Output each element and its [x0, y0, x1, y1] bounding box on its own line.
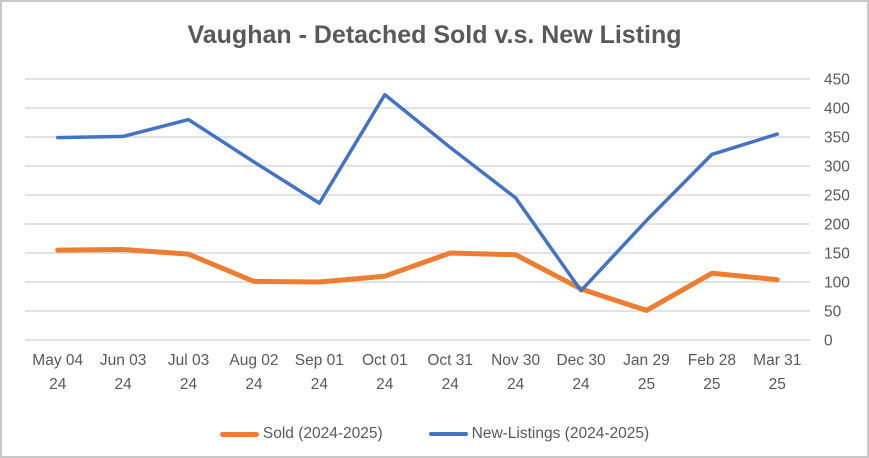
- x-axis-tick-label: Mar 31 25: [753, 352, 801, 393]
- x-axis-tick-label: May 04 24: [32, 352, 83, 393]
- new-listings-legend-label: New-Listings (2024-2025): [471, 425, 650, 442]
- x-axis-tick-label: Oct 31 24: [427, 352, 473, 393]
- sold-legend-swatch: [219, 431, 259, 437]
- y-axis-tick-label: 100: [824, 275, 850, 292]
- x-axis-tick-label: Jun 03 24: [100, 352, 147, 393]
- y-axis-tick-label: 350: [824, 130, 850, 147]
- x-axis-tick-label: Oct 01 24: [362, 352, 408, 393]
- chart-title: Vaughan - Detached Sold v.s. New Listing: [187, 21, 682, 49]
- y-axis-tick-label: 200: [824, 217, 850, 234]
- y-axis-tick-label: 400: [824, 101, 850, 118]
- x-axis-tick-label: Dec 30 24: [556, 352, 605, 393]
- new-listings-legend-swatch: [428, 432, 468, 436]
- y-axis-tick-label: 150: [824, 246, 850, 263]
- legend: Sold (2024-2025) New-Listings (2024-2025…: [2, 425, 867, 443]
- y-axis-tick-label: 250: [824, 188, 850, 205]
- y-axis-tick-label: 300: [824, 159, 850, 176]
- y-axis-tick-label: 50: [824, 304, 842, 321]
- y-axis-tick-label: 450: [824, 72, 850, 89]
- x-axis-tick-label: Jan 29 25: [623, 352, 670, 393]
- x-axis-tick-label: Jul 03 24: [168, 352, 209, 393]
- new-listings-series-line: [55, 92, 780, 293]
- x-axis-tick-label: Aug 02 24: [229, 352, 278, 393]
- legend-item-new-listings: New-Listings (2024-2025): [428, 425, 650, 443]
- legend-item-sold: Sold (2024-2025): [219, 425, 383, 443]
- sold-series-line: [55, 247, 780, 313]
- y-axis-tick-label: 0: [824, 333, 833, 350]
- x-axis-tick-label: Feb 28 25: [688, 352, 736, 393]
- x-axis-tick-label: Nov 30 24: [491, 352, 540, 393]
- x-axis-tick-label: Sep 01 24: [295, 352, 344, 393]
- sold-legend-label: Sold (2024-2025): [262, 425, 383, 442]
